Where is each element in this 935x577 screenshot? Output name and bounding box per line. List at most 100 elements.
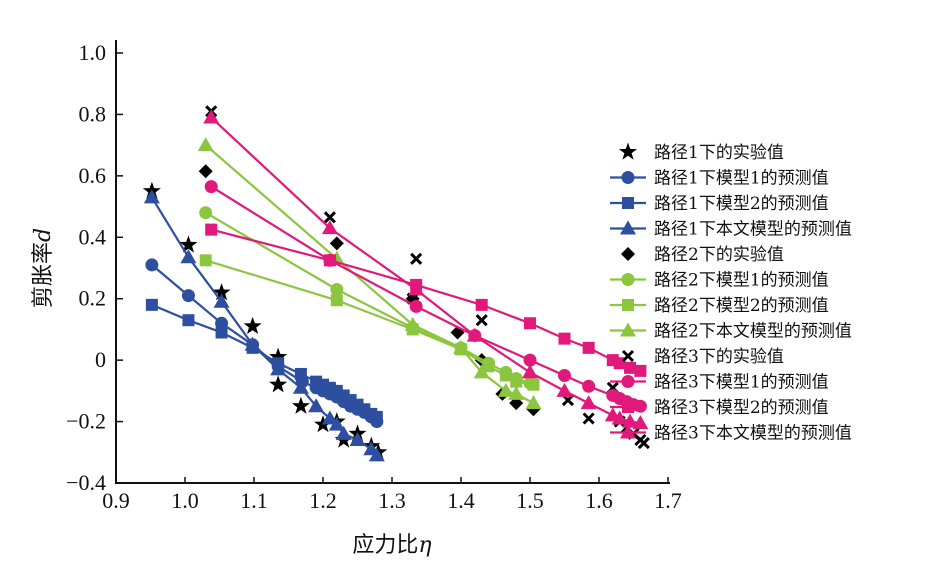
- data-point-circle: [523, 353, 537, 367]
- series-11: [205, 223, 647, 377]
- legend-item: 路径1下本文模型的预测值: [610, 220, 852, 240]
- legend-item: 路径1下模型1的预测值: [610, 169, 829, 189]
- data-point-triangle: [622, 413, 639, 428]
- data-point-triangle: [197, 137, 214, 152]
- data-point-triangle: [270, 361, 287, 376]
- data-point-triangle: [213, 293, 230, 308]
- x-tick-label: 1.3: [378, 488, 406, 513]
- data-point-circle: [558, 369, 571, 382]
- legend-marker-square: [622, 401, 634, 413]
- x-tick-label: 1.2: [309, 488, 337, 513]
- legend-label: 路径1下本文模型的预测值: [654, 220, 852, 240]
- series-layer: [142, 105, 650, 462]
- data-point-star: [243, 316, 262, 334]
- y-tick-label: −0.2: [66, 409, 106, 434]
- data-point-triangle: [473, 364, 490, 379]
- data-point-triangle: [328, 416, 345, 431]
- data-point-square: [145, 298, 158, 311]
- legend-label: 路径1下模型1的预测值: [654, 169, 829, 189]
- legend-item: 路径3下模型2的预测值: [610, 398, 829, 418]
- legend-item: 路径2下本文模型的预测值: [610, 322, 852, 342]
- x-axis-symbol: η: [418, 533, 431, 558]
- data-point-square: [475, 298, 488, 311]
- data-point-triangle: [611, 410, 628, 425]
- series-7: [199, 254, 540, 391]
- y-axis-symbol: d: [31, 228, 56, 242]
- y-tick-label: 0.6: [79, 163, 107, 188]
- y-tick-label: 0.4: [79, 224, 107, 249]
- data-point-diamond: [329, 236, 344, 251]
- series-12: [203, 109, 649, 430]
- legend-label: 路径2下模型1的预测值: [654, 271, 829, 291]
- data-point-triangle: [349, 432, 366, 446]
- legend-item: 路径2下的实验值: [621, 245, 784, 265]
- data-point-x: [323, 211, 336, 224]
- legend-marker-x: [621, 349, 635, 363]
- legend-item: 路径3下模型1的预测值: [610, 373, 829, 393]
- data-point-triangle: [508, 385, 525, 400]
- x-tick-label: 1.5: [516, 488, 544, 513]
- legend-label: 路径3下模型2的预测值: [654, 398, 829, 418]
- legend-item: 路径3下本文模型的预测值: [610, 424, 852, 444]
- data-point-circle: [199, 206, 213, 220]
- series-line: [150, 196, 378, 457]
- data-point-circle: [330, 283, 344, 296]
- legend-item: 路径1下的实验值: [619, 142, 784, 163]
- data-point-triangle: [408, 281, 425, 296]
- data-point-circle: [181, 289, 195, 303]
- x-tick-label: 1.6: [585, 488, 613, 513]
- series-1: [142, 181, 388, 460]
- ticks-layer: 0.9 1.0 1.1 1.2 1.3 1.4 1.5 1.6 1.7 −0.4 −0.2 0 0.2 0…: [66, 40, 682, 513]
- data-point-triangle: [292, 379, 309, 394]
- data-point-triangle: [580, 395, 597, 410]
- data-point-square: [370, 410, 383, 423]
- data-point-triangle: [308, 398, 325, 413]
- data-point-square: [624, 361, 637, 374]
- legend-marker-triangle: [620, 220, 636, 235]
- data-point-square: [499, 369, 512, 382]
- data-point-triangle: [203, 109, 220, 124]
- x-tick-label: 1.7: [654, 488, 682, 513]
- data-point-triangle: [404, 316, 421, 331]
- legend-marker-circle: [621, 171, 635, 184]
- x-tick-label: 1.0: [171, 488, 199, 513]
- legend-item: 路径2下模型2的预测值: [610, 296, 829, 316]
- data-point-square: [582, 341, 595, 354]
- data-point-triangle: [556, 382, 573, 397]
- y-tick-label: 0: [95, 347, 106, 372]
- data-point-square: [294, 367, 307, 380]
- data-point-triangle: [453, 339, 469, 354]
- data-point-triangle: [466, 327, 483, 342]
- data-point-triangle: [525, 395, 542, 410]
- x-tick-label: 1.1: [240, 488, 268, 513]
- y-axis-label: 剪胀率d: [31, 228, 56, 308]
- legend-marker-square: [622, 299, 634, 311]
- data-point-star: [291, 396, 310, 414]
- x-tick-label: 0.9: [102, 488, 130, 513]
- legend-marker-diamond: [621, 247, 635, 261]
- series-9: [205, 105, 650, 450]
- data-point-triangle: [368, 447, 385, 462]
- x-axis-label: 应力比η: [352, 533, 431, 558]
- data-point-triangle: [632, 415, 649, 430]
- data-point-square: [524, 317, 536, 330]
- legend-marker-triangle: [620, 424, 636, 439]
- data-point-square: [510, 375, 523, 388]
- data-point-x: [582, 412, 595, 425]
- data-point-circle: [409, 299, 423, 313]
- series-3: [145, 298, 383, 423]
- legend-marker-circle: [621, 375, 635, 388]
- y-tick-label: −0.4: [66, 470, 106, 495]
- data-point-star: [212, 283, 231, 301]
- data-point-x: [475, 314, 488, 327]
- data-point-triangle: [522, 364, 538, 379]
- data-point-triangle: [244, 336, 261, 351]
- data-point-square: [527, 378, 540, 391]
- legend-marker-triangle: [620, 322, 636, 337]
- legend-item: 路径3下的实验值: [621, 347, 784, 367]
- legend-marker-circle: [621, 273, 635, 286]
- legend-item: 路径2下模型1的预测值: [610, 271, 829, 291]
- data-point-square: [215, 326, 228, 339]
- legend-label: 路径1下的实验值: [654, 143, 784, 163]
- legend-label: 路径2下的实验值: [654, 245, 784, 265]
